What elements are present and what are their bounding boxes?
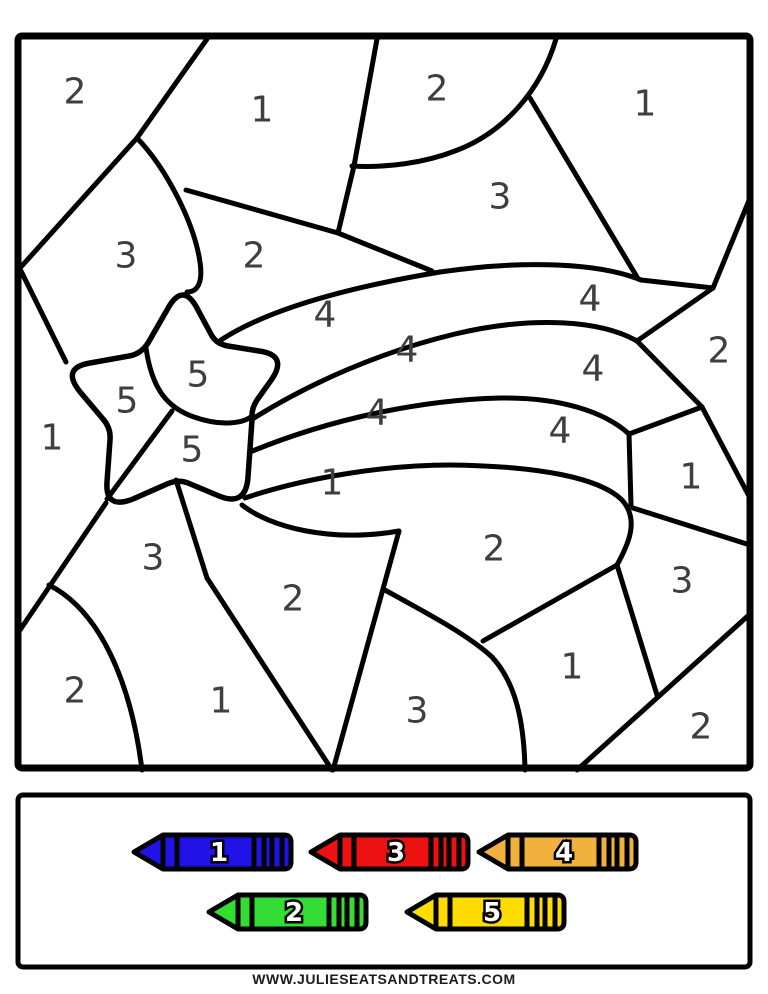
region-number: 3 — [142, 538, 165, 579]
art-line — [349, 36, 559, 169]
art-line — [251, 285, 716, 421]
region-number: 2 — [708, 331, 731, 372]
region-number: 1 — [321, 463, 344, 504]
website-url: WWW.JULIESEATSANDTREATS.COM — [252, 971, 515, 987]
art-line — [134, 135, 204, 295]
art-line — [18, 268, 69, 365]
region-number: 4 — [314, 295, 337, 336]
region-number: 2 — [483, 529, 506, 570]
art-line — [239, 502, 402, 538]
art-line — [218, 262, 716, 343]
region-number: 1 — [561, 647, 584, 688]
region-number: 3 — [489, 177, 512, 218]
art-line — [46, 582, 145, 773]
region-number: 2 — [690, 707, 713, 748]
art-line — [630, 505, 753, 548]
art-line — [173, 477, 210, 581]
legend-frame — [15, 792, 753, 970]
region-number: 2 — [282, 579, 305, 620]
art-line — [480, 562, 620, 644]
art-line — [626, 404, 705, 437]
star-inner-line — [104, 408, 175, 502]
art-line — [17, 500, 109, 633]
region-number: 2 — [64, 72, 87, 113]
art-line — [626, 431, 634, 508]
art-line — [574, 611, 753, 773]
region-number: 4 — [366, 393, 389, 434]
star-inner-curve — [143, 345, 255, 426]
region-number: 3 — [115, 236, 138, 277]
crayon-number: 5 — [483, 898, 501, 928]
art-line — [527, 95, 640, 280]
region-number: 1 — [210, 681, 233, 722]
crayon-3: 3 — [308, 832, 471, 872]
art-line — [330, 528, 402, 773]
picture-frame — [14, 32, 754, 772]
region-number: 5 — [116, 381, 139, 422]
crayon-2: 2 — [206, 892, 369, 932]
region-number: 2 — [426, 69, 449, 110]
art-line — [247, 395, 632, 455]
line-art — [17, 36, 753, 773]
region-number: 5 — [187, 355, 210, 396]
region-number: 2 — [64, 671, 87, 712]
region-number: 3 — [671, 561, 694, 602]
region-number: 5 — [181, 430, 204, 471]
art-line — [614, 562, 660, 698]
region-number: 1 — [680, 457, 703, 498]
crayon-4: 4 — [476, 832, 639, 872]
region-number: 4 — [549, 411, 572, 452]
region-number: 4 — [582, 349, 605, 390]
region-number: 1 — [251, 90, 274, 131]
art-line — [699, 404, 753, 501]
crayon-5: 5 — [404, 892, 567, 932]
region-number: 1 — [41, 418, 64, 459]
crayon-number: 3 — [387, 838, 405, 868]
region-number: 4 — [396, 330, 419, 371]
region-number: 3 — [406, 691, 429, 732]
art-line — [380, 586, 528, 773]
crayon-number: 2 — [285, 898, 303, 928]
art-line — [710, 195, 753, 291]
crayon-legend: 1 3 4 2 5 — [131, 832, 639, 932]
art-line — [242, 462, 634, 568]
art-line — [204, 575, 335, 773]
crayon-number: 1 — [210, 838, 228, 868]
crayon-1: 1 — [131, 832, 294, 872]
star-outline — [69, 292, 281, 505]
region-number: 1 — [634, 84, 657, 125]
region-number: 2 — [243, 236, 266, 277]
art-line — [634, 338, 705, 410]
crayon-number: 4 — [555, 838, 573, 868]
region-number: 4 — [579, 279, 602, 320]
